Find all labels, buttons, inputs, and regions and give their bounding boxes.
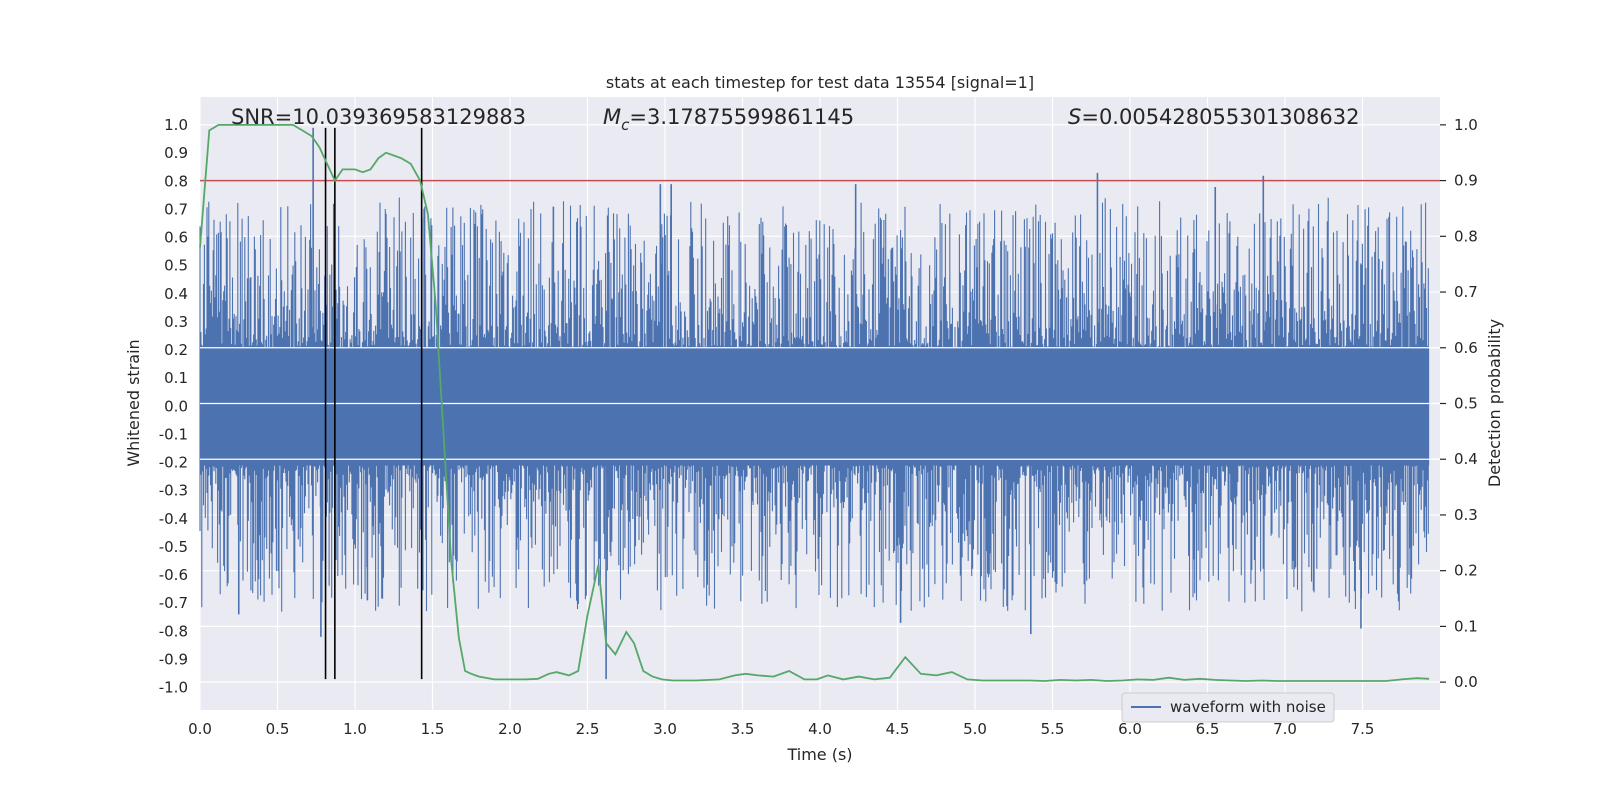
x-tick-label-1: 0.5 — [266, 720, 290, 738]
s-value: =0.005428055301308632 — [1081, 105, 1359, 129]
x-tick-label-8: 4.0 — [808, 720, 832, 738]
chirp-mass-symbol: M — [603, 105, 621, 129]
waveform-series — [199, 127, 1440, 680]
right-y-axis-label: Detection probability — [1485, 319, 1504, 487]
chirp-mass-subscript: c — [621, 116, 630, 134]
x-axis-label: Time (s) — [786, 745, 852, 764]
snr-annotation: SNR=10.039369583129883 — [231, 105, 526, 129]
y-tick-labels: 1.0 0.9 0.8 0.7 0.6 0.5 0.4 0.3 0.2 0.1 0.0 -0.1 -0.… — [159, 116, 188, 696]
y-tick-label-12: -0.2 — [159, 454, 188, 472]
y-tick-label-17: -0.7 — [159, 594, 188, 612]
legend-label: waveform with noise — [1170, 698, 1326, 716]
y-tick-label-13: -0.3 — [159, 482, 188, 500]
x-tick-label-11: 5.5 — [1041, 720, 1065, 738]
legend-box — [1121, 692, 1335, 723]
x-tick-label-2: 1.0 — [343, 720, 367, 738]
right-y-tick-label-0: 1.0 — [1454, 116, 1478, 134]
right-y-tick-label-5: 0.5 — [1454, 395, 1478, 413]
legend: waveform with noise — [1121, 692, 1335, 723]
y-tick-label-0: 1.0 — [164, 116, 188, 134]
right-y-tick-label-2: 0.8 — [1454, 227, 1478, 245]
x-tick-label-14: 7.0 — [1273, 720, 1297, 738]
x-tick-label-6: 3.0 — [653, 720, 677, 738]
y-tick-label-5: 0.5 — [164, 257, 188, 275]
chirp-mass-annotation: Mc=3.17875599861145 — [603, 105, 854, 134]
right-y-tick-label-7: 0.3 — [1454, 506, 1478, 524]
x-tick-label-12: 6.0 — [1118, 720, 1142, 738]
x-tick-label-0: 0.0 — [188, 720, 212, 738]
x-tick-labels: 0.0 0.5 1.0 1.5 2.0 2.5 3.0 3.5 4.0 4.5 5.0 5.5 6.0 6… — [188, 720, 1374, 738]
y-tick-label-19: -0.9 — [159, 650, 188, 668]
y-tick-label-3: 0.7 — [164, 200, 188, 218]
y-tick-label-15: -0.5 — [159, 538, 188, 556]
right-y-tick-label-9: 0.1 — [1454, 617, 1478, 635]
right-y-tick-label-1: 0.9 — [1454, 172, 1478, 190]
y-tick-label-18: -0.8 — [159, 622, 188, 640]
y-tick-label-6: 0.4 — [164, 285, 188, 303]
y-tick-label-10: 0.0 — [164, 397, 188, 415]
y-axis-label: Whitened strain — [124, 339, 143, 466]
x-tick-label-15: 7.5 — [1351, 720, 1375, 738]
y-tick-label-4: 0.6 — [164, 229, 188, 247]
x-tick-label-9: 4.5 — [886, 720, 910, 738]
waveform-core-band — [200, 347, 1430, 466]
chart-title: stats at each timestep for test data 135… — [606, 73, 1034, 92]
s-symbol: S — [1068, 105, 1081, 129]
right-y-tick-label-4: 0.6 — [1454, 339, 1478, 357]
x-tick-label-10: 5.0 — [963, 720, 987, 738]
right-y-tick-label-3: 0.7 — [1454, 283, 1478, 301]
right-y-tick-labels: 1.0 0.9 0.8 0.7 0.6 0.5 0.4 0.3 0.2 0.1 0.0 — [1440, 116, 1478, 691]
y-tick-label-8: 0.2 — [164, 341, 188, 359]
y-tick-label-1: 0.9 — [164, 144, 188, 162]
y-tick-label-14: -0.4 — [159, 510, 188, 528]
y-tick-label-20: -1.0 — [159, 679, 188, 697]
s-annotation: S=0.005428055301308632 — [1068, 105, 1359, 129]
y-tick-label-9: 0.1 — [164, 369, 188, 387]
x-tick-label-13: 6.5 — [1196, 720, 1220, 738]
y-tick-label-2: 0.8 — [164, 172, 188, 190]
y-tick-label-16: -0.6 — [159, 566, 188, 584]
vertical-lines — [324, 127, 423, 680]
x-tick-label-3: 1.5 — [421, 720, 445, 738]
y-tick-label-11: -0.1 — [159, 425, 188, 443]
chirp-mass-value: =3.17875599861145 — [629, 105, 854, 129]
right-y-tick-label-6: 0.4 — [1454, 450, 1478, 468]
x-tick-label-7: 3.5 — [731, 720, 755, 738]
y-tick-label-7: 0.3 — [164, 313, 188, 331]
x-tick-label-4: 2.0 — [498, 720, 522, 738]
probability-series-line — [199, 124, 1430, 682]
right-y-tick-label-8: 0.2 — [1454, 562, 1478, 580]
x-tick-label-5: 2.5 — [576, 720, 600, 738]
right-y-tick-label-10: 0.0 — [1454, 673, 1478, 691]
